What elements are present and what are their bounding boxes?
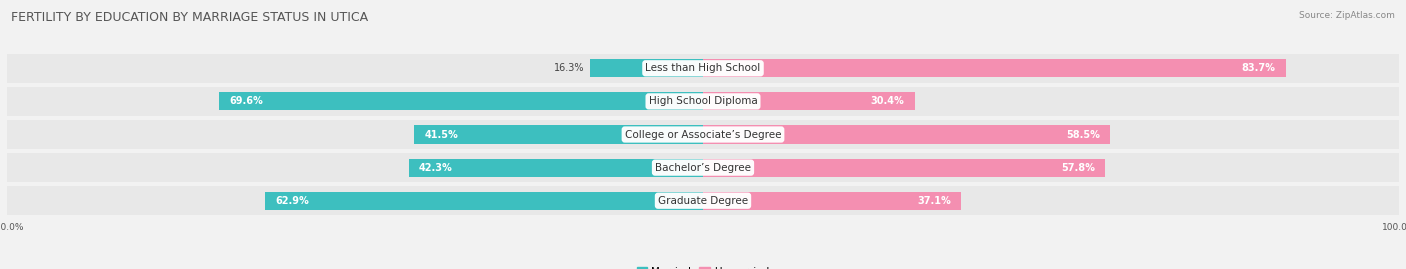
Text: FERTILITY BY EDUCATION BY MARRIAGE STATUS IN UTICA: FERTILITY BY EDUCATION BY MARRIAGE STATU… [11,11,368,24]
Bar [266,192,703,210]
Text: College or Associate’s Degree: College or Associate’s Degree [624,129,782,140]
Bar [409,158,703,177]
Text: 69.6%: 69.6% [229,96,263,107]
Bar [703,125,1111,144]
Text: Less than High School: Less than High School [645,63,761,73]
Legend: Married, Unmarried: Married, Unmarried [633,263,773,269]
Bar [7,186,1399,215]
Bar [7,120,1399,149]
Text: 30.4%: 30.4% [870,96,904,107]
Bar [415,125,703,144]
Text: Graduate Degree: Graduate Degree [658,196,748,206]
Text: 83.7%: 83.7% [1241,63,1275,73]
Bar [589,59,703,77]
Text: 58.5%: 58.5% [1066,129,1099,140]
Text: Bachelor’s Degree: Bachelor’s Degree [655,162,751,173]
Text: 42.3%: 42.3% [419,162,453,173]
Bar [703,192,962,210]
Bar [703,59,1285,77]
Bar [7,54,1399,83]
Bar [703,158,1105,177]
Text: High School Diploma: High School Diploma [648,96,758,107]
Bar [7,153,1399,182]
Text: Source: ZipAtlas.com: Source: ZipAtlas.com [1299,11,1395,20]
Bar [7,87,1399,116]
Bar [703,92,914,111]
Text: 37.1%: 37.1% [917,196,950,206]
Text: 62.9%: 62.9% [276,196,309,206]
Text: 16.3%: 16.3% [554,63,583,73]
Text: 57.8%: 57.8% [1062,162,1095,173]
Bar [218,92,703,111]
Text: 41.5%: 41.5% [425,129,458,140]
